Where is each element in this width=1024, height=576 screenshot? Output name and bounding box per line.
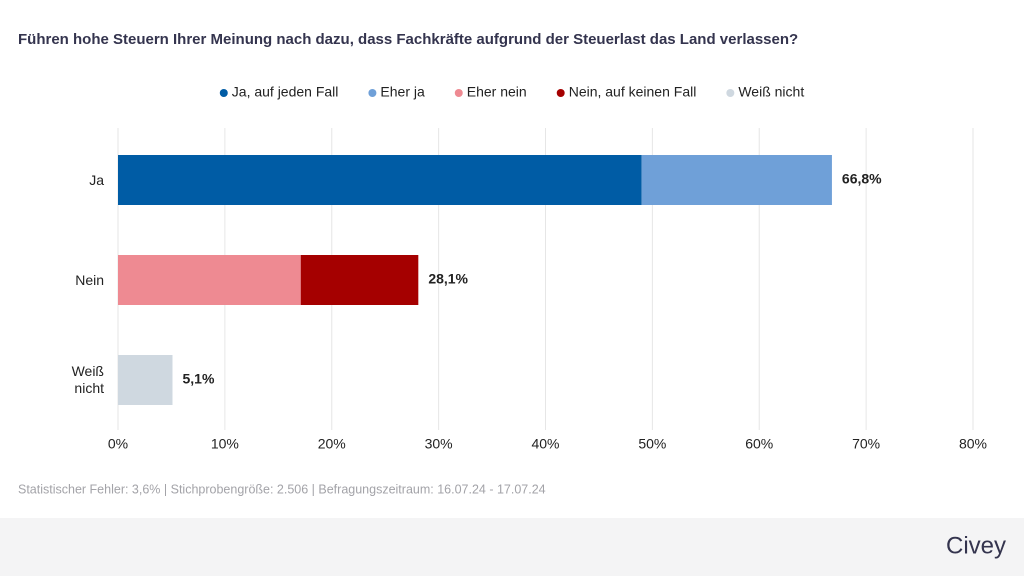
total-label: 28,1% — [428, 271, 468, 287]
x-tick-label: 30% — [425, 436, 453, 452]
bar-segment — [641, 155, 832, 205]
total-label: 66,8% — [842, 171, 882, 187]
legend-marker — [454, 89, 463, 97]
x-tick-label: 70% — [852, 436, 880, 452]
legend-label: Nein, auf keinen Fall — [569, 84, 697, 100]
legend-label: Eher ja — [380, 84, 425, 100]
legend-marker — [368, 89, 377, 97]
bar-segment — [118, 355, 173, 405]
total-label: 5,1% — [183, 371, 215, 387]
x-tick-label: 80% — [959, 436, 987, 452]
footnote: Statistischer Fehler: 3,6% | Stichproben… — [18, 482, 546, 496]
x-tick-label: 20% — [318, 436, 346, 452]
legend-marker — [556, 89, 565, 97]
legend-label: Ja, auf jeden Fall — [232, 84, 339, 100]
brand: Civey — [946, 532, 1006, 559]
legend-label: Eher nein — [467, 84, 527, 100]
bar-segment — [118, 155, 642, 205]
x-tick-label: 50% — [638, 436, 666, 452]
x-tick-label: 60% — [745, 436, 773, 452]
footer-band — [0, 518, 1024, 576]
y-tick-label: Weiß nicht — [71, 363, 104, 396]
bar-segment — [118, 255, 301, 305]
y-tick-label: Nein — [75, 271, 104, 288]
x-tick-label: 0% — [108, 436, 128, 452]
legend-marker — [219, 89, 228, 97]
y-tick-label: Ja — [89, 171, 104, 188]
x-tick-label: 10% — [211, 436, 239, 452]
legend-marker — [726, 89, 735, 97]
x-tick-label: 40% — [531, 436, 559, 452]
bar-segment — [300, 255, 419, 305]
chart-title: Führen hohe Steuern Ihrer Meinung nach d… — [18, 31, 798, 48]
legend-label: Weiß nicht — [738, 84, 804, 100]
